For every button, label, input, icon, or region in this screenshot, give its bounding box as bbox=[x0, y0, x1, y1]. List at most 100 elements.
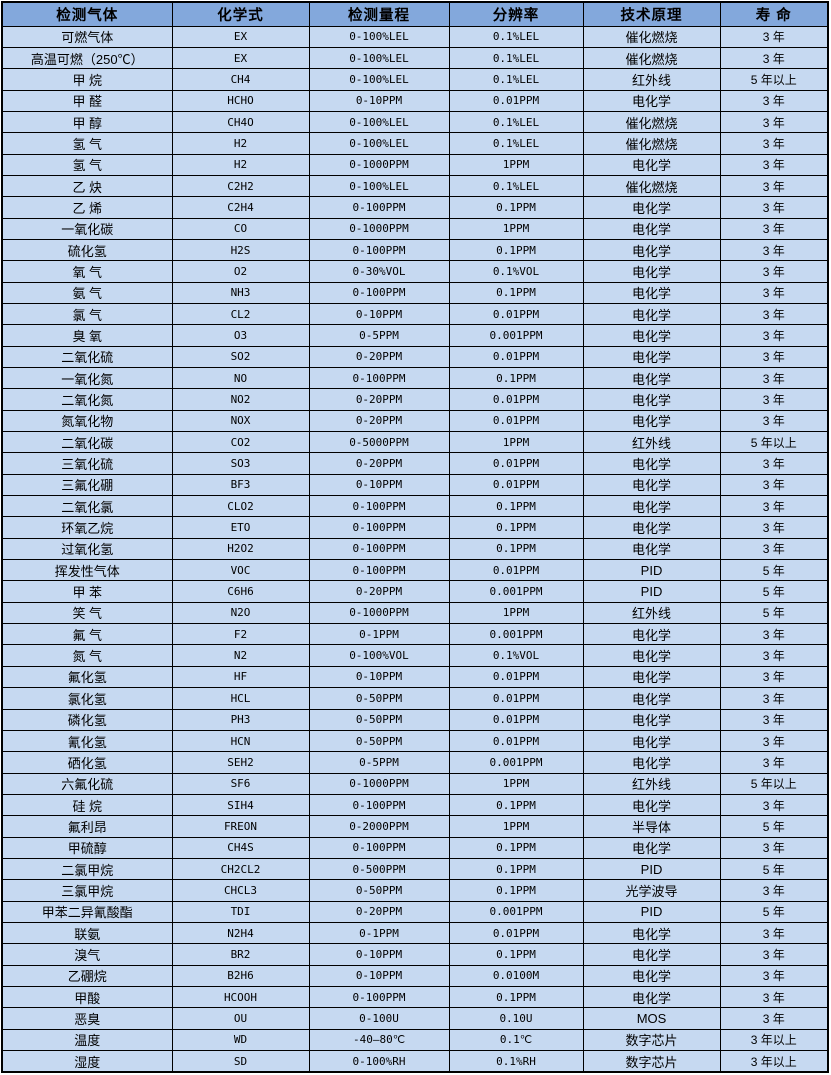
cell-lifespan: 3 年 bbox=[719, 623, 829, 646]
cell-technology: 电化学 bbox=[582, 729, 721, 753]
cell-gas-name: 一氧化氮 bbox=[1, 366, 173, 390]
cell-gas-name: 氮 气 bbox=[1, 644, 173, 667]
cell-resolution: 0.1PPM bbox=[448, 238, 584, 262]
table-row: 臭 氧 O3 0-5PPM 0.001PPM 电化学 3 年 bbox=[1, 324, 829, 347]
cell-lifespan: 3 年 bbox=[719, 196, 829, 219]
cell-detection-range: 0-50PPM bbox=[308, 687, 450, 710]
cell-gas-name: 氮氧化物 bbox=[1, 409, 173, 433]
table-row: 三氯甲烷 CHCL3 0-50PPM 0.1PPM 光学波导 3 年 bbox=[1, 879, 829, 902]
cell-lifespan: 3 年 bbox=[719, 452, 829, 475]
column-header-technology: 技术原理 bbox=[582, 1, 721, 27]
cell-chemical-formula: NO bbox=[171, 366, 310, 390]
cell-technology: 电化学 bbox=[582, 409, 721, 433]
cell-lifespan: 3 年 bbox=[719, 324, 829, 347]
cell-lifespan: 3 年 bbox=[719, 495, 829, 518]
cell-lifespan: 3 年 bbox=[719, 89, 829, 112]
cell-lifespan: 3 年 bbox=[719, 25, 829, 48]
cell-lifespan: 3 年 bbox=[719, 964, 829, 987]
cell-chemical-formula: HCL bbox=[171, 687, 310, 710]
cell-resolution: 0.01PPM bbox=[448, 345, 584, 369]
cell-chemical-formula: HF bbox=[171, 665, 310, 689]
cell-chemical-formula: CH2CL2 bbox=[171, 857, 310, 881]
cell-technology: 电化学 bbox=[582, 324, 721, 347]
cell-chemical-formula: CH4S bbox=[171, 836, 310, 859]
table-row: 硫化氢 H2S 0-100PPM 0.1PPM 电化学 3 年 bbox=[1, 238, 829, 262]
table-row: 氯化氢 HCL 0-50PPM 0.01PPM 电化学 3 年 bbox=[1, 687, 829, 710]
cell-chemical-formula: SIH4 bbox=[171, 793, 310, 817]
cell-resolution: 0.01PPM bbox=[448, 729, 584, 753]
cell-resolution: 0.1℃ bbox=[448, 1028, 584, 1052]
cell-detection-range: 0-20PPM bbox=[308, 580, 450, 603]
cell-resolution: 0.01PPM bbox=[448, 921, 584, 945]
cell-gas-name: 甲 苯 bbox=[1, 580, 173, 603]
cell-lifespan: 3 年 bbox=[719, 110, 829, 134]
cell-chemical-formula: BR2 bbox=[171, 943, 310, 966]
cell-chemical-formula: SO2 bbox=[171, 345, 310, 369]
cell-lifespan: 5 年以上 bbox=[719, 772, 829, 795]
table-row: 六氟化硫 SF6 0-1000PPM 1PPM 红外线 5 年以上 bbox=[1, 772, 829, 795]
cell-gas-name: 湿度 bbox=[1, 1050, 173, 1073]
table-row: 乙 炔 C2H2 0-100%LEL 0.1%LEL 催化燃烧 3 年 bbox=[1, 174, 829, 198]
cell-lifespan: 3 年 bbox=[719, 985, 829, 1009]
cell-detection-range: 0-50PPM bbox=[308, 708, 450, 731]
cell-technology: PID bbox=[582, 900, 721, 923]
cell-detection-range: -40—80℃ bbox=[308, 1028, 450, 1052]
cell-technology: 数字芯片 bbox=[582, 1050, 721, 1073]
cell-chemical-formula: EX bbox=[171, 46, 310, 70]
table-row: 环氧乙烷 ETO 0-100PPM 0.1PPM 电化学 3 年 bbox=[1, 516, 829, 539]
table-row: 甲 醛 HCHO 0-10PPM 0.01PPM 电化学 3 年 bbox=[1, 89, 829, 112]
cell-chemical-formula: PH3 bbox=[171, 708, 310, 731]
cell-detection-range: 0-20PPM bbox=[308, 452, 450, 475]
cell-resolution: 0.1PPM bbox=[448, 537, 584, 561]
cell-lifespan: 3 年 bbox=[719, 943, 829, 966]
cell-technology: 电化学 bbox=[582, 260, 721, 283]
cell-detection-range: 0-10PPM bbox=[308, 302, 450, 326]
cell-technology: 电化学 bbox=[582, 153, 721, 176]
table-row: 乙硼烷 B2H6 0-10PPM 0.0100M 电化学 3 年 bbox=[1, 964, 829, 987]
cell-chemical-formula: N2O bbox=[171, 601, 310, 625]
cell-detection-range: 0-5PPM bbox=[308, 751, 450, 774]
cell-chemical-formula: NO2 bbox=[171, 388, 310, 411]
cell-technology: 电化学 bbox=[582, 495, 721, 518]
table-row: 一氧化氮 NO 0-100PPM 0.1PPM 电化学 3 年 bbox=[1, 366, 829, 390]
table-row: 硒化氢 SEH2 0-5PPM 0.001PPM 电化学 3 年 bbox=[1, 751, 829, 774]
cell-lifespan: 3 年 bbox=[719, 46, 829, 70]
header-row: 检测气体 化学式 检测量程 分辨率 技术原理寿 命 bbox=[1, 1, 829, 27]
cell-lifespan: 3 年 bbox=[719, 708, 829, 731]
table-row: 氟化氢 HF 0-10PPM 0.01PPM 电化学 3 年 bbox=[1, 665, 829, 689]
table-row: 氧 气 O2 0-30%VOL 0.1%VOL 电化学 3 年 bbox=[1, 260, 829, 283]
cell-chemical-formula: CLO2 bbox=[171, 495, 310, 518]
cell-detection-range: 0-100%LEL bbox=[308, 25, 450, 48]
cell-lifespan: 3 年以上 bbox=[719, 1028, 829, 1052]
cell-technology: 红外线 bbox=[582, 68, 721, 91]
cell-gas-name: 一氧化碳 bbox=[1, 217, 173, 240]
cell-technology: 电化学 bbox=[582, 537, 721, 561]
cell-technology: 电化学 bbox=[582, 751, 721, 774]
cell-lifespan: 3 年 bbox=[719, 516, 829, 539]
cell-technology: 电化学 bbox=[582, 985, 721, 1009]
table-row: 溴气 BR2 0-10PPM 0.1PPM 电化学 3 年 bbox=[1, 943, 829, 966]
table-row: 笑 气 N2O 0-1000PPM 1PPM 红外线 5 年 bbox=[1, 601, 829, 625]
table-row: 甲 醇 CH4O 0-100%LEL 0.1%LEL 催化燃烧 3 年 bbox=[1, 110, 829, 134]
cell-lifespan: 5 年 bbox=[719, 815, 829, 838]
cell-detection-range: 0-100PPM bbox=[308, 985, 450, 1009]
cell-resolution: 1PPM bbox=[448, 772, 584, 795]
cell-detection-range: 0-10PPM bbox=[308, 89, 450, 112]
cell-technology: 光学波导 bbox=[582, 879, 721, 902]
cell-gas-name: 乙 炔 bbox=[1, 174, 173, 198]
cell-technology: 电化学 bbox=[582, 281, 721, 304]
table-row: 氮 气 N2 0-100%VOL 0.1%VOL 电化学 3 年 bbox=[1, 644, 829, 667]
table-row: 氨 气 NH3 0-100PPM 0.1PPM 电化学 3 年 bbox=[1, 281, 829, 304]
cell-lifespan: 5 年 bbox=[719, 580, 829, 603]
cell-gas-name: 氟利昂 bbox=[1, 815, 173, 838]
cell-lifespan: 3 年 bbox=[719, 409, 829, 433]
cell-gas-name: 氧 气 bbox=[1, 260, 173, 283]
cell-chemical-formula: TDI bbox=[171, 900, 310, 923]
cell-resolution: 0.01PPM bbox=[448, 687, 584, 710]
cell-lifespan: 3 年 bbox=[719, 345, 829, 369]
column-header-detection-range: 检测量程 bbox=[308, 1, 450, 27]
cell-chemical-formula: F2 bbox=[171, 623, 310, 646]
cell-detection-range: 0-5000PPM bbox=[308, 431, 450, 454]
cell-detection-range: 0-500PPM bbox=[308, 857, 450, 881]
